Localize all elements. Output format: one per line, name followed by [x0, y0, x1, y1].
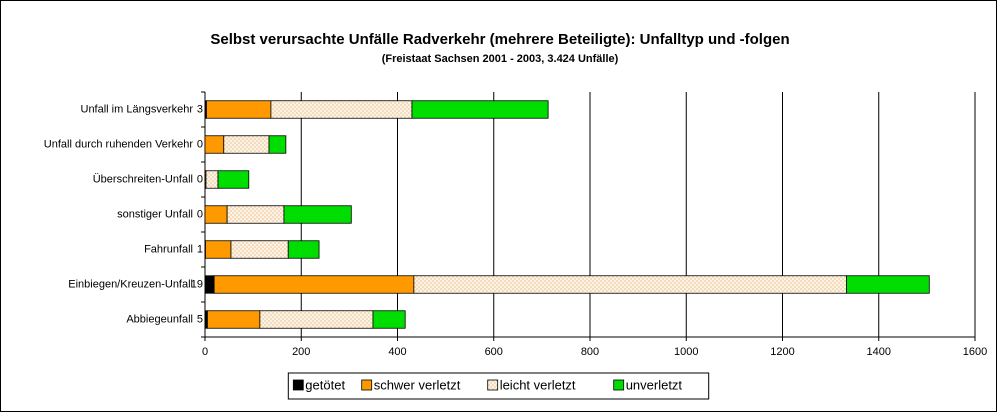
- chart-title: Selbst verursachte Unfälle Radverkehr (m…: [210, 31, 789, 48]
- data-label: 19: [191, 278, 203, 290]
- y-tick-label: Einbiegen/Kreuzen-Unfall: [68, 278, 193, 290]
- bar-segment: [411, 100, 549, 119]
- y-tick-label: Abbiegeunfall: [126, 313, 193, 325]
- x-tick-label: 1400: [867, 346, 891, 358]
- y-tick-label: Unfall im Längsverkehr: [81, 103, 194, 115]
- bar-segment: [206, 100, 272, 119]
- bar-segment: [372, 310, 406, 329]
- x-tick-label: 1000: [674, 346, 698, 358]
- x-tick-label: 200: [292, 346, 310, 358]
- data-label: 0: [197, 208, 203, 220]
- legend-swatch: [487, 379, 499, 391]
- bar-segment: [204, 275, 215, 294]
- bar-segment: [230, 240, 289, 259]
- data-label: 0: [197, 173, 203, 185]
- x-tick-label: 400: [388, 346, 406, 358]
- bar-segment: [283, 205, 352, 224]
- bar-segment: [213, 275, 415, 294]
- bar-segment: [846, 275, 930, 294]
- data-label: 3: [197, 103, 203, 115]
- bar-segment: [205, 170, 219, 189]
- bar-segment: [268, 135, 287, 154]
- data-label: 0: [197, 138, 203, 150]
- y-tick-label: sonstiger Unfall: [117, 208, 193, 220]
- bar-segment: [205, 240, 232, 259]
- y-tick-label: Überschreiten-Unfall: [93, 173, 193, 185]
- legend-label: schwer verletzt: [374, 377, 461, 392]
- data-label: 5: [197, 313, 203, 325]
- bar-segment: [270, 100, 413, 119]
- legend-swatch: [361, 379, 373, 391]
- bar-segment: [217, 170, 250, 189]
- chart-subtitle: (Freistaat Sachsen 2001 - 2003, 3.424 Un…: [382, 53, 619, 65]
- legend-label: leicht verletzt: [500, 377, 576, 392]
- legend-frame: [287, 372, 710, 400]
- y-tick-label: Fahrunfall: [144, 243, 193, 255]
- y-tick-label: Unfall durch ruhenden Verkehr: [44, 138, 194, 150]
- bar-segment: [259, 310, 374, 329]
- legend-swatch: [613, 379, 625, 391]
- x-tick-label: 1600: [963, 346, 987, 358]
- bar-segment: [287, 240, 320, 259]
- data-label: 1: [197, 243, 203, 255]
- legend: getötet schwer verletzt leicht verletzt unv…: [287, 372, 710, 400]
- bar-segment: [204, 135, 225, 154]
- x-tick-label: 0: [202, 346, 208, 358]
- bar-segment: [413, 275, 847, 294]
- bar-segment: [226, 205, 285, 224]
- legend-label: unverletzt: [626, 377, 683, 392]
- legend-label: getötet: [305, 377, 345, 392]
- x-tick-label: 600: [485, 346, 503, 358]
- bar-segment: [204, 205, 228, 224]
- x-tick-label: 1200: [770, 346, 794, 358]
- bar-segment: [223, 135, 270, 154]
- bar-segment: [207, 310, 261, 329]
- x-tick-label: 800: [581, 346, 599, 358]
- legend-swatch: [292, 379, 304, 391]
